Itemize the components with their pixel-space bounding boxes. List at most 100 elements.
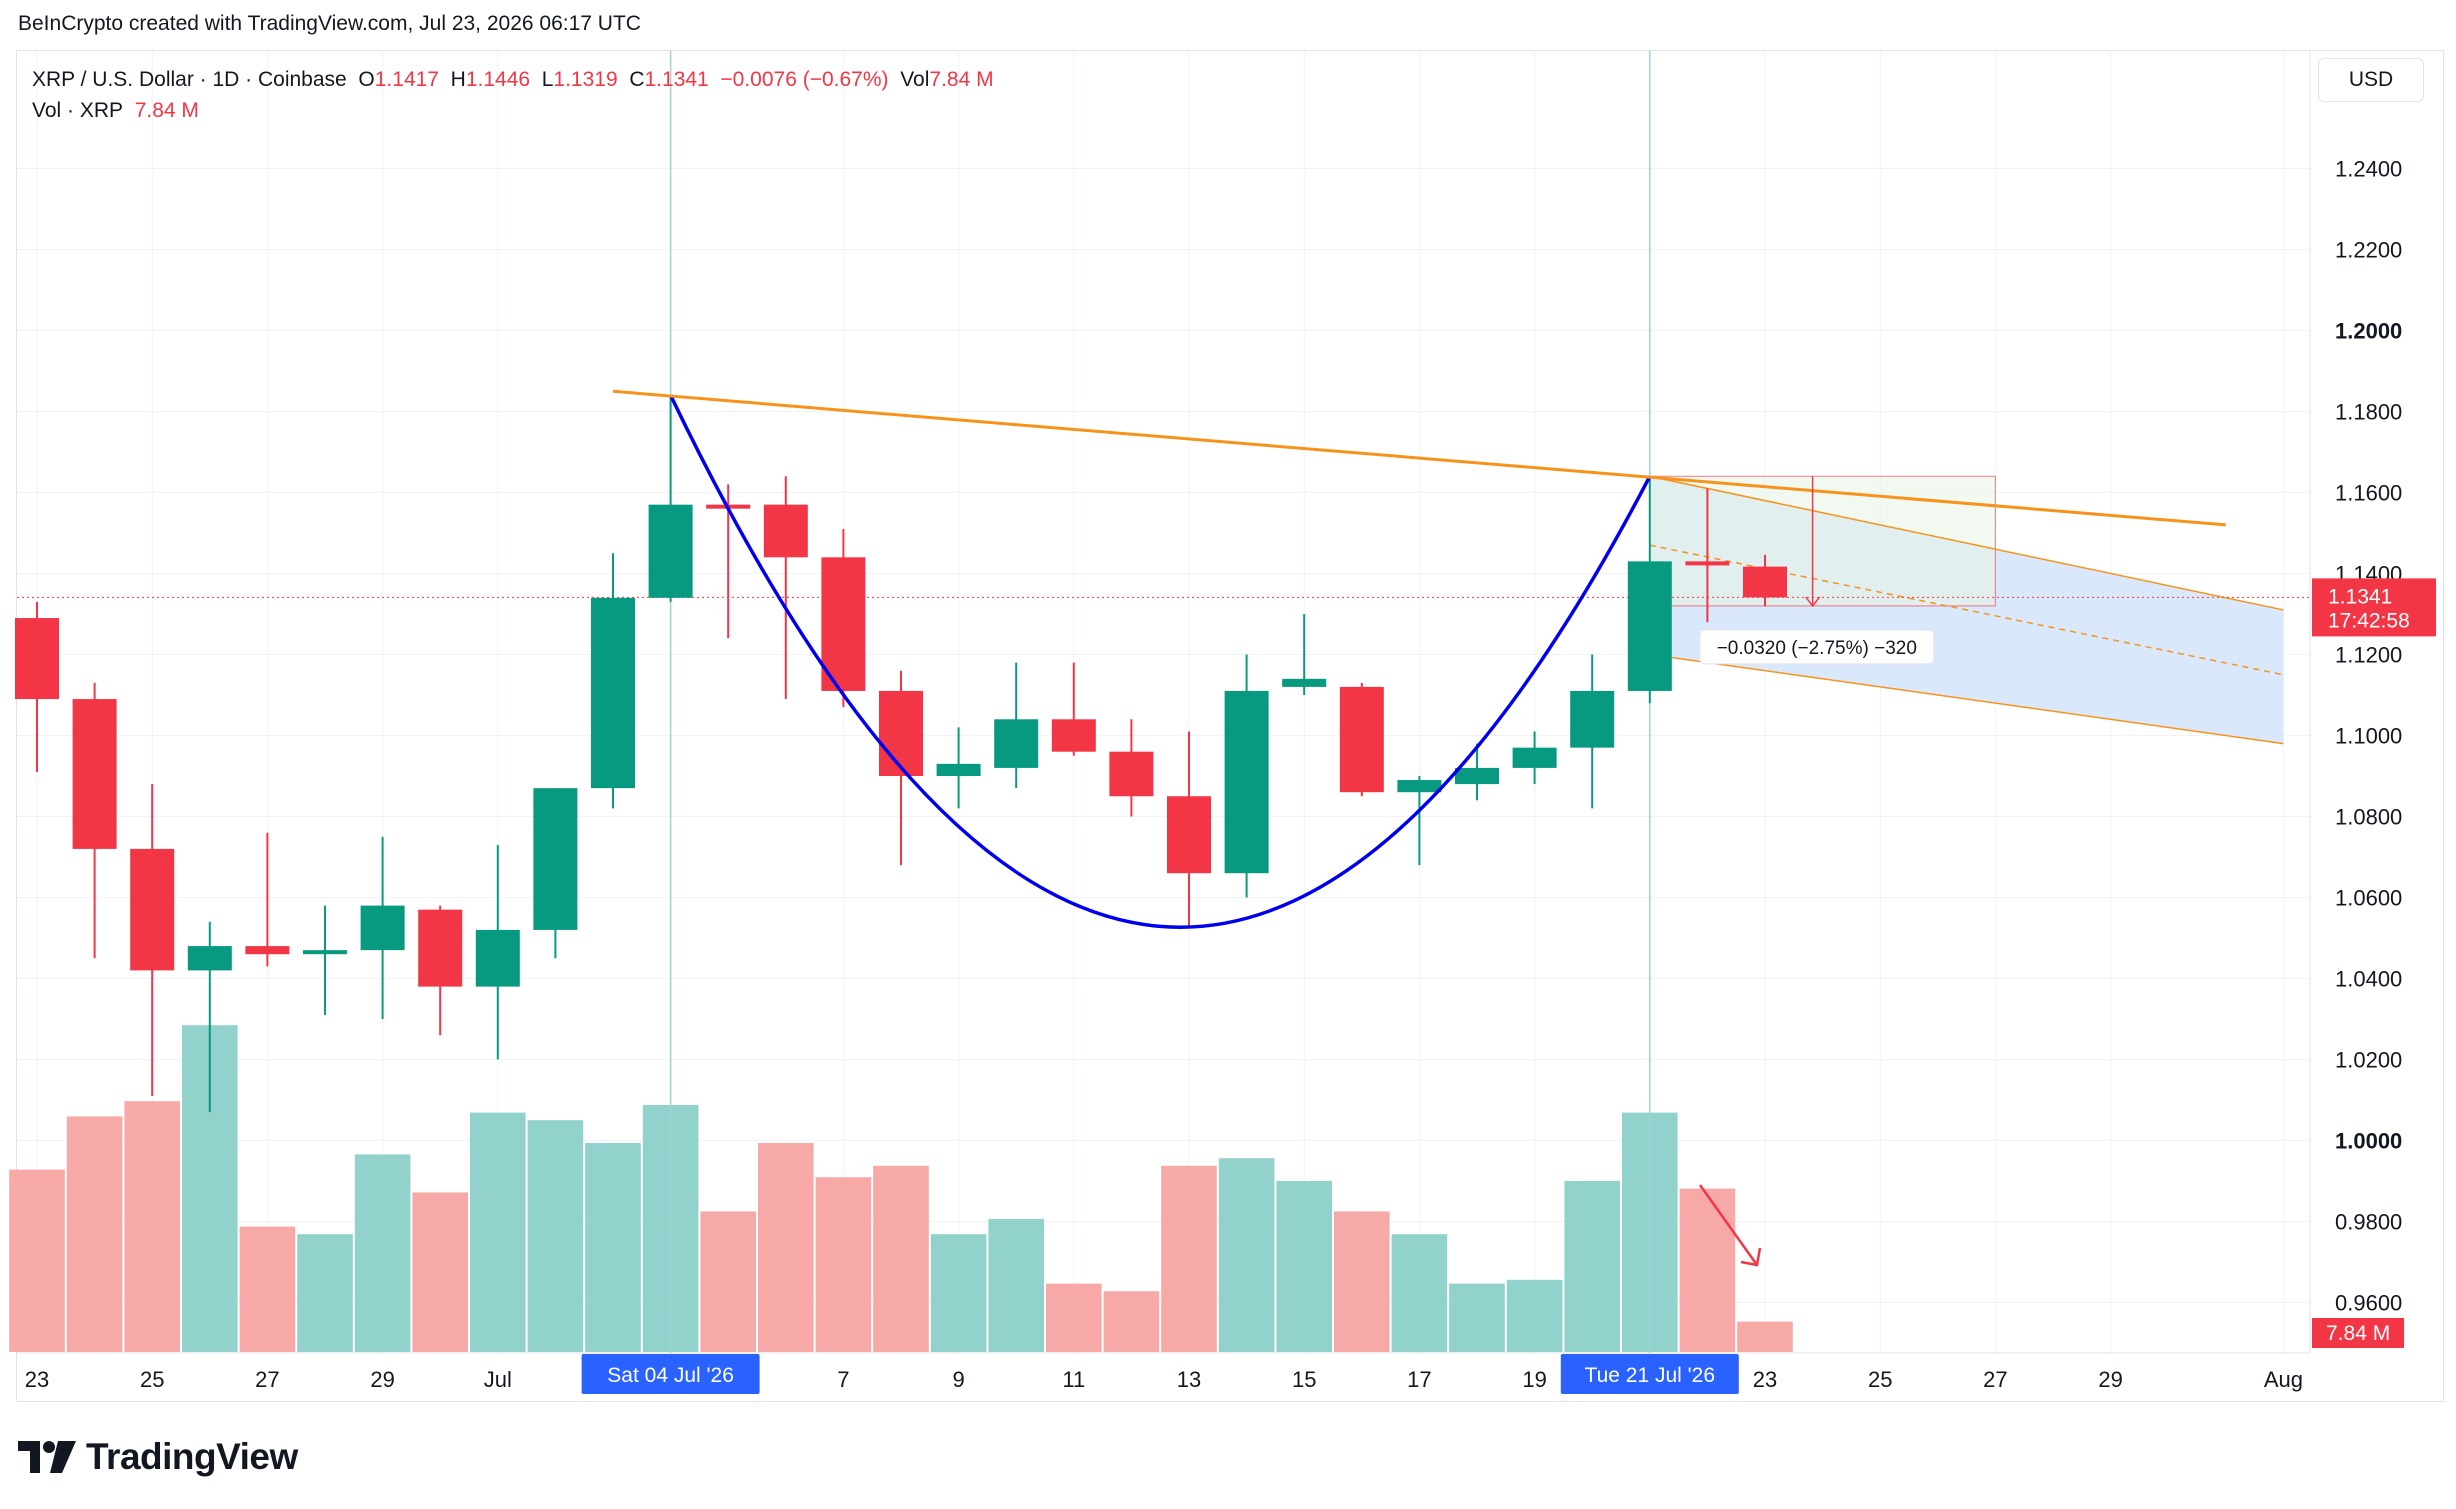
date-badge-bg bbox=[581, 1354, 760, 1394]
legend-close-label: C bbox=[629, 68, 645, 91]
candle bbox=[1339, 682, 1384, 797]
date-badge: Sat 04 Jul '26 bbox=[581, 1354, 760, 1394]
volume-bar bbox=[1679, 1188, 1736, 1352]
candle-body bbox=[1455, 767, 1499, 785]
candle-body bbox=[418, 909, 463, 987]
legend-low: 1.1319 bbox=[553, 68, 618, 91]
time-tick-label: 17 bbox=[1407, 1367, 1431, 1392]
volume-bar bbox=[1506, 1279, 1563, 1352]
currency-button[interactable]: USD bbox=[2318, 58, 2424, 102]
candle bbox=[591, 553, 635, 809]
legend-vol-series[interactable]: Vol · XRP bbox=[32, 99, 124, 122]
volume-bar bbox=[585, 1143, 641, 1352]
volume-bar bbox=[354, 1154, 411, 1352]
legend-low-label: L bbox=[541, 68, 554, 91]
candle-body bbox=[591, 597, 635, 789]
candle-body bbox=[1109, 751, 1154, 797]
candle bbox=[1224, 654, 1269, 898]
volume-bar bbox=[9, 1169, 65, 1352]
chart-frame[interactable] bbox=[16, 50, 2444, 1402]
candle bbox=[303, 905, 347, 1015]
volume-bar bbox=[66, 1116, 123, 1352]
candle bbox=[879, 670, 923, 866]
legend-open-label: O bbox=[358, 68, 375, 91]
legend-volume-row: Vol · XRP 7.84 M bbox=[32, 95, 994, 126]
candle-body bbox=[994, 719, 1039, 768]
volume-bar bbox=[930, 1234, 987, 1352]
time-tick-label: 25 bbox=[1868, 1367, 1892, 1392]
volume-arrow-head bbox=[1740, 1247, 1762, 1267]
price-tick-label: 1.0800 bbox=[2335, 805, 2402, 830]
candle bbox=[1685, 488, 1730, 623]
time-tick-label: 23 bbox=[1753, 1367, 1777, 1392]
volume-bar bbox=[1103, 1291, 1160, 1352]
candle-body bbox=[763, 504, 808, 558]
candle-body bbox=[1282, 678, 1327, 687]
volume-bar bbox=[1218, 1158, 1275, 1352]
volume-badge: 7.84 M bbox=[2312, 1318, 2404, 1348]
legend: XRP / U.S. Dollar · 1D · Coinbase O1.141… bbox=[32, 64, 994, 126]
legend-close: 1.1341 bbox=[644, 68, 709, 91]
volume-bar bbox=[1564, 1181, 1620, 1352]
price-tick-label: 1.0600 bbox=[2335, 886, 2402, 911]
candle bbox=[1512, 731, 1557, 785]
volume-bar bbox=[988, 1219, 1044, 1352]
candle-body bbox=[360, 905, 405, 951]
legend-high-label: H bbox=[450, 68, 466, 91]
price-tick-label: 0.9800 bbox=[2335, 1210, 2402, 1235]
time-tick-label: Aug bbox=[2264, 1367, 2303, 1392]
price-tick-label: 0.9600 bbox=[2335, 1291, 2402, 1316]
time-tick-label: 13 bbox=[1177, 1367, 1201, 1392]
candle bbox=[821, 528, 866, 708]
countdown-badge-value: 17:42:58 bbox=[2328, 609, 2410, 632]
volume-bar bbox=[239, 1226, 296, 1352]
candle-body bbox=[1743, 566, 1787, 598]
legend-vol-label: Vol bbox=[900, 68, 930, 91]
drawings-over: −0.0320 (−2.75%) −320 bbox=[612, 389, 2226, 1267]
volume-bar bbox=[470, 1112, 526, 1352]
candle bbox=[418, 905, 463, 1036]
date-badge-bg bbox=[1560, 1354, 1739, 1394]
legend-open: 1.1417 bbox=[374, 68, 439, 91]
candle-body bbox=[648, 504, 693, 598]
legend-symbol[interactable]: XRP / U.S. Dollar · 1D · Coinbase bbox=[32, 68, 347, 91]
time-tick-label: 7 bbox=[837, 1367, 849, 1392]
time-axis: 23 25 27 29 Jul 7 9 11 13 15 17 19 23 25 27 29 Aug bbox=[25, 1367, 2303, 1392]
candle-body bbox=[130, 848, 175, 971]
price-tick-label: 1.0200 bbox=[2335, 1048, 2402, 1073]
candle bbox=[245, 832, 290, 967]
volume-bar bbox=[758, 1143, 814, 1352]
candle bbox=[1051, 662, 1096, 756]
price-tick-label: 1.1000 bbox=[2335, 724, 2402, 749]
volume-bar bbox=[1391, 1234, 1448, 1352]
volume-bar bbox=[873, 1165, 929, 1352]
price-tick-label: 1.1200 bbox=[2335, 643, 2402, 668]
price-tick-label: 1.2200 bbox=[2335, 238, 2402, 263]
time-tick-label: 9 bbox=[952, 1367, 964, 1392]
candle bbox=[1282, 614, 1327, 695]
time-tick-label: Jul bbox=[484, 1367, 512, 1392]
legend-high: 1.1446 bbox=[465, 68, 531, 91]
candle bbox=[1570, 654, 1615, 809]
candle bbox=[533, 788, 578, 959]
volume-bars bbox=[9, 1025, 1793, 1352]
candle-body bbox=[1397, 780, 1442, 793]
candle-body bbox=[72, 699, 117, 849]
candle bbox=[360, 836, 405, 1019]
candle-body bbox=[879, 690, 923, 776]
candle bbox=[1397, 776, 1442, 866]
time-tick-label: 11 bbox=[1062, 1367, 1085, 1392]
measure-label: −0.0320 (−2.75%) −320 bbox=[1699, 629, 1935, 665]
candle-body bbox=[303, 950, 347, 955]
price-badge-bg bbox=[2312, 578, 2436, 637]
tradingview-logo[interactable]: TradingView bbox=[18, 1436, 298, 1478]
candle bbox=[130, 784, 175, 1096]
price-tick-label: 1.1800 bbox=[2335, 400, 2402, 425]
time-tick-label: 15 bbox=[1292, 1367, 1316, 1392]
candle-body bbox=[1339, 686, 1384, 793]
header-credit: BeInCrypto created with TradingView.com,… bbox=[18, 12, 641, 35]
cup-curve bbox=[669, 394, 1652, 929]
volume-bar bbox=[1737, 1321, 1793, 1352]
price-tick-label: 1.1600 bbox=[2335, 481, 2402, 506]
